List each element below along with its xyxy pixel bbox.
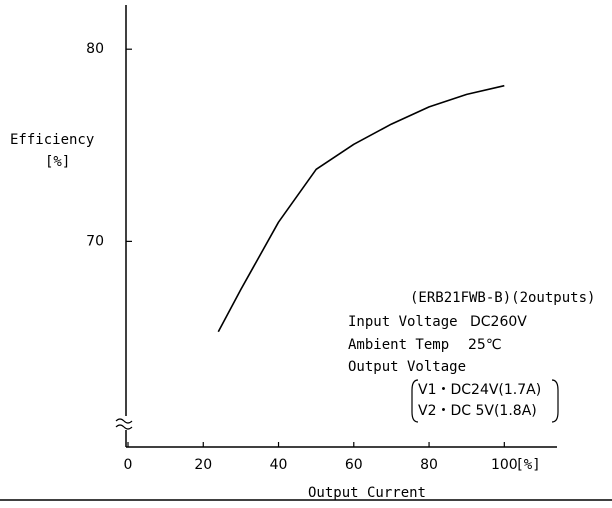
annotation: Input Voltage [348,314,458,330]
x-tick-label: 80 [420,457,438,473]
x-tick-label: 0 [124,457,133,473]
x-axis-unit: [%] [515,457,540,473]
bracket [551,379,559,423]
annotation: V2・DC 5V(1.8A) [418,403,537,419]
annotation: 25℃ [468,337,502,353]
line [217,84,505,333]
axis-break [115,418,133,430]
annotation: DC260V [470,314,527,330]
x-tick-label: 100 [491,457,518,473]
y-tick-label: 70 [86,233,104,249]
annotation: V1・DC24V(1.7A) [418,382,541,398]
y-axis-label: Efficiency [10,132,94,148]
x-axis-label: Output Current [308,485,426,501]
x-tick-label: 20 [194,457,212,473]
annotation: (ERB21FWB-B)(2outputs) [410,290,595,306]
annotation: Output Voltage [348,359,466,375]
y-tick-label: 80 [86,41,104,57]
x-tick-label: 40 [270,457,288,473]
y-axis-unit: [%] [45,154,70,170]
annotation: Ambient Temp [348,337,449,353]
x-tick-label: 60 [345,457,363,473]
bracket [411,379,419,423]
